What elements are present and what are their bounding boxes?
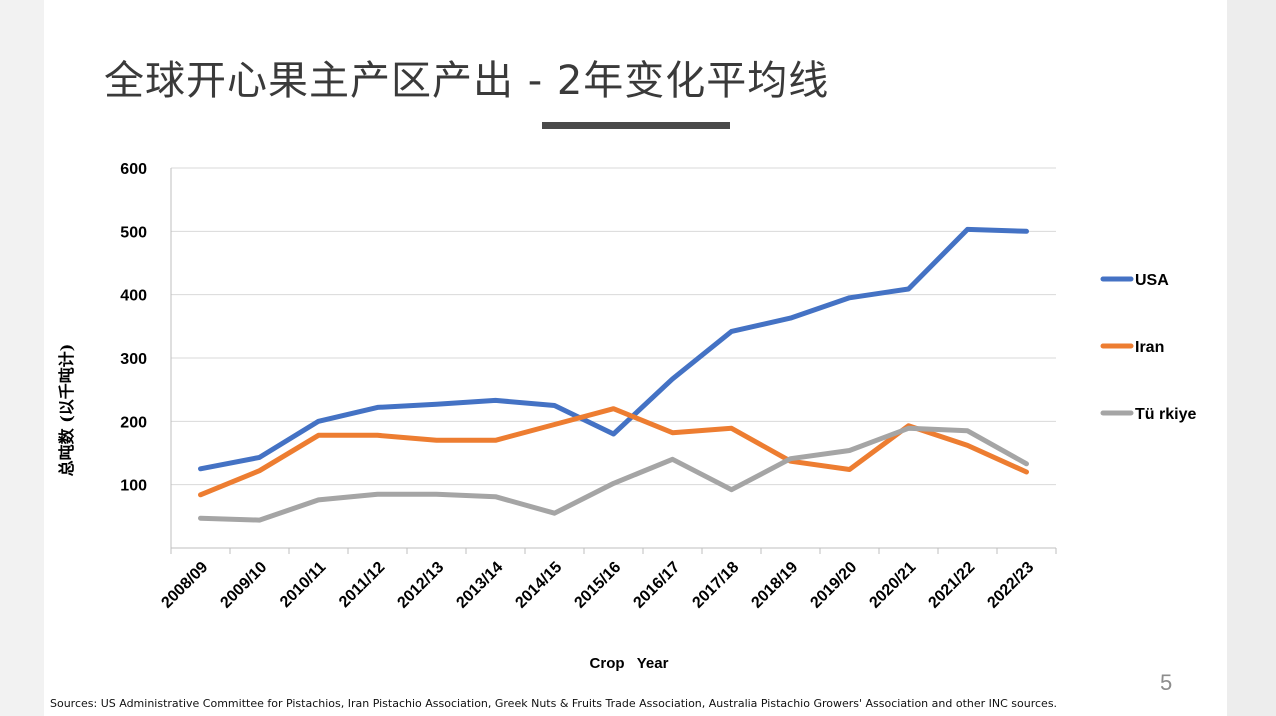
y-axis-label: 总吨数 (以千吨计) (57, 344, 76, 477)
y-tick-label: 200 (120, 414, 147, 431)
x-tick-label: 2012/13 (394, 559, 447, 612)
x-tick-labels: 2008/09 2009/10 2010/11 2011/12 2012/13 2013/… (158, 559, 1037, 612)
axes (170, 168, 1057, 554)
series-line-1 (198, 406, 1029, 498)
x-tick-label: 2022/23 (984, 559, 1037, 612)
x-tick-label: 2011/12 (336, 559, 388, 611)
x-tick-label: 2015/16 (571, 559, 624, 612)
page-number: 5 (1160, 670, 1173, 695)
x-tick-label: 2014/15 (512, 559, 565, 612)
x-tick-label: 2021/22 (925, 559, 978, 612)
x-tick-label: 2016/17 (630, 559, 683, 612)
series-line-0 (198, 226, 1029, 472)
legend-label: USA (1135, 272, 1169, 289)
x-tick-label: 2013/14 (453, 559, 506, 612)
slide-title: 全球开心果主产区产出 - 2年变化平均线 (104, 58, 830, 104)
series-lines (198, 226, 1029, 523)
x-tick-label: 2009/10 (217, 559, 270, 612)
title-underline (542, 122, 730, 129)
y-tick-label: 400 (120, 288, 147, 305)
y-tick-label: 600 (120, 161, 147, 178)
x-axis-label: Crop Year (590, 655, 669, 672)
x-tick-label: 2019/20 (807, 559, 860, 612)
y-tick-label: 500 (120, 224, 147, 241)
x-tick-label: 2020/21 (866, 559, 919, 612)
y-tick-label: 100 (120, 478, 147, 495)
sources-footnote: Sources: US Administrative Committee for… (50, 697, 1058, 710)
x-tick-label: 2008/09 (158, 559, 211, 612)
y-tick-label: 300 (120, 351, 147, 368)
legend-label: Iran (1135, 339, 1164, 356)
x-tick-label: 2018/19 (748, 559, 801, 612)
y-tick-labels: 100 200 300 400 500 600 (120, 161, 147, 495)
x-tick-label: 2010/11 (277, 559, 329, 611)
side-panel (1227, 0, 1276, 716)
x-tick-label: 2017/18 (689, 559, 742, 612)
legend-label: Tü rkiye (1135, 406, 1196, 423)
series-line-2 (198, 425, 1029, 523)
gridlines (171, 167, 1056, 486)
legend: USA Iran Tü rkiye (1100, 272, 1196, 423)
